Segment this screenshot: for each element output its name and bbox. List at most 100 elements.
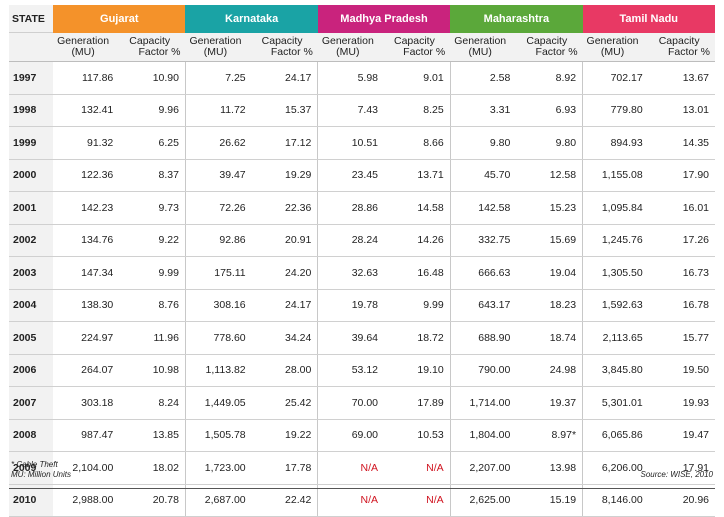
generation-header: Generation (MU) [582,32,649,62]
generation-cell: 69.00 [317,419,384,452]
capacity-factor-cell: 14.26 [384,224,451,257]
capacity-factor-cell: 34.24 [251,321,319,355]
capacity-factor-cell: 18.02 [119,451,186,485]
capacity-factor-cell: 17.90 [648,159,715,192]
generation-cell: 147.34 [53,256,120,290]
capacity-factor-cell: 8.76 [119,289,186,322]
generation-cell: 3,845.80 [582,354,649,387]
capacity-factor-cell: 28.00 [251,354,319,387]
capacity-header-line2: Factor % [270,45,313,58]
generation-cell: 6,206.00 [582,451,649,485]
generation-cell: 9.80 [450,126,517,160]
state-column-header: STATE [9,5,54,33]
year-cell: 1999 [9,126,54,160]
capacity-factor-cell: 15.37 [251,94,319,127]
generation-cell: 138.30 [53,289,120,322]
generation-cell: 92.86 [185,224,252,257]
generation-cell: 1,723.00 [185,451,252,485]
capacity-factor-cell: 8.97* [516,419,584,452]
capacity-factor-cell: 19.47 [648,419,715,452]
table-row: 1997 117.86 10.90 7.25 24.17 5.98 9.01 2.58 8.92… [9,61,715,95]
generation-cell: 2,113.65 [582,321,649,355]
generation-table-container: STATE Gujarat Karnataka Madhya Pradesh M… [9,5,715,517]
generation-cell: 7.43 [317,94,384,127]
capacity-factor-cell: 19.29 [251,159,319,192]
year-cell: 2008 [9,419,54,452]
capacity-factor-cell: 19.04 [516,256,584,290]
generation-header-line2: (MU) [468,45,492,58]
capacity-factor-cell: 15.69 [516,224,584,257]
capacity-factor-header: Capacity Factor % [648,32,715,62]
table-row: 2003 147.34 9.99 175.11 24.20 32.63 16.48 666.6… [9,256,715,290]
year-cell: 1997 [9,61,54,95]
footnote-million-units: MU: Million Units [11,469,72,479]
generation-cell: 308.16 [185,289,252,322]
capacity-factor-cell: 6.93 [516,94,584,127]
capacity-factor-cell: 6.25 [119,126,186,160]
capacity-header-line2: Factor % [138,45,181,58]
capacity-header-line2: Factor % [403,45,446,58]
capacity-factor-cell: 24.98 [516,354,584,387]
capacity-factor-cell: 14.35 [648,126,715,160]
capacity-factor-cell: 22.36 [251,191,319,225]
generation-cell: 72.26 [185,191,252,225]
state-header-karnataka: Karnataka [185,5,318,33]
generation-cell: 5,301.01 [582,386,649,420]
capacity-factor-cell: 16.73 [648,256,715,290]
capacity-factor-cell: 14.58 [384,191,451,225]
generation-cell: 7.25 [185,61,252,95]
capacity-header-line1: Capacity [394,34,435,47]
year-cell: 2002 [9,224,54,257]
generation-header: Generation (MU) [317,32,384,62]
generation-cell: 132.41 [53,94,120,127]
footnotes: * Cable Theft MU: Million Units [11,460,71,479]
capacity-factor-cell: 19.10 [384,354,451,387]
capacity-factor-cell: 10.90 [119,61,186,95]
generation-cell: 1,245.76 [582,224,649,257]
generation-cell: 26.62 [185,126,252,160]
table-body: 1997 117.86 10.90 7.25 24.17 5.98 9.01 2.58 8.92… [9,61,715,517]
year-cell: 2004 [9,289,54,322]
generation-cell: 3.31 [450,94,517,127]
capacity-factor-cell: 18.23 [516,289,584,322]
capacity-factor-cell: 8.24 [119,386,186,420]
generation-cell: 70.00 [317,386,384,420]
generation-cell: 987.47 [53,419,120,452]
capacity-factor-cell: 10.98 [119,354,186,387]
capacity-factor-cell: 13.71 [384,159,451,192]
generation-header-line2: (MU) [336,45,360,58]
capacity-factor-cell: 24.17 [251,289,319,322]
generation-cell: 142.23 [53,191,120,225]
generation-cell: 1,714.00 [450,386,517,420]
year-cell: 1998 [9,94,54,127]
capacity-header-line1: Capacity [261,34,303,47]
state-header-gujarat: Gujarat [53,5,186,33]
generation-header-line1: Generation [586,34,639,47]
generation-cell: 32.63 [317,256,384,290]
capacity-factor-cell: 20.91 [251,224,319,257]
generation-cell: 688.90 [450,321,517,355]
year-cell: 2006 [9,354,54,387]
table-row: 2008 987.47 13.85 1,505.78 19.22 69.00 10.53 1,… [9,419,715,452]
capacity-factor-cell: 25.42 [251,386,319,420]
generation-cell: 2,104.00 [53,451,120,485]
capacity-header-line1: Capacity [658,34,700,47]
capacity-factor-cell: 17.91 [648,451,715,485]
year-cell: 2005 [9,321,54,355]
generation-cell: 1,095.84 [582,191,649,225]
capacity-factor-cell: 16.01 [648,191,715,225]
state-subheader-blank [9,32,54,62]
generation-cell: 224.97 [53,321,120,355]
table-row: 1999 91.32 6.25 26.62 17.12 10.51 8.66 9.80 9.80… [9,126,715,160]
generation-header: Generation (MU) [450,32,517,62]
generation-cell: 134.76 [53,224,120,257]
generation-cell: 175.11 [185,256,252,290]
generation-cell: 894.93 [582,126,649,160]
generation-header-line1: Generation [454,34,507,47]
generation-cell: 779.80 [582,94,649,127]
capacity-factor-cell: 15.23 [516,191,584,225]
capacity-factor-cell: 9.80 [516,126,584,160]
generation-cell: 39.47 [185,159,252,192]
year-cell: 2000 [9,159,54,192]
year-cell: 2007 [9,386,54,420]
